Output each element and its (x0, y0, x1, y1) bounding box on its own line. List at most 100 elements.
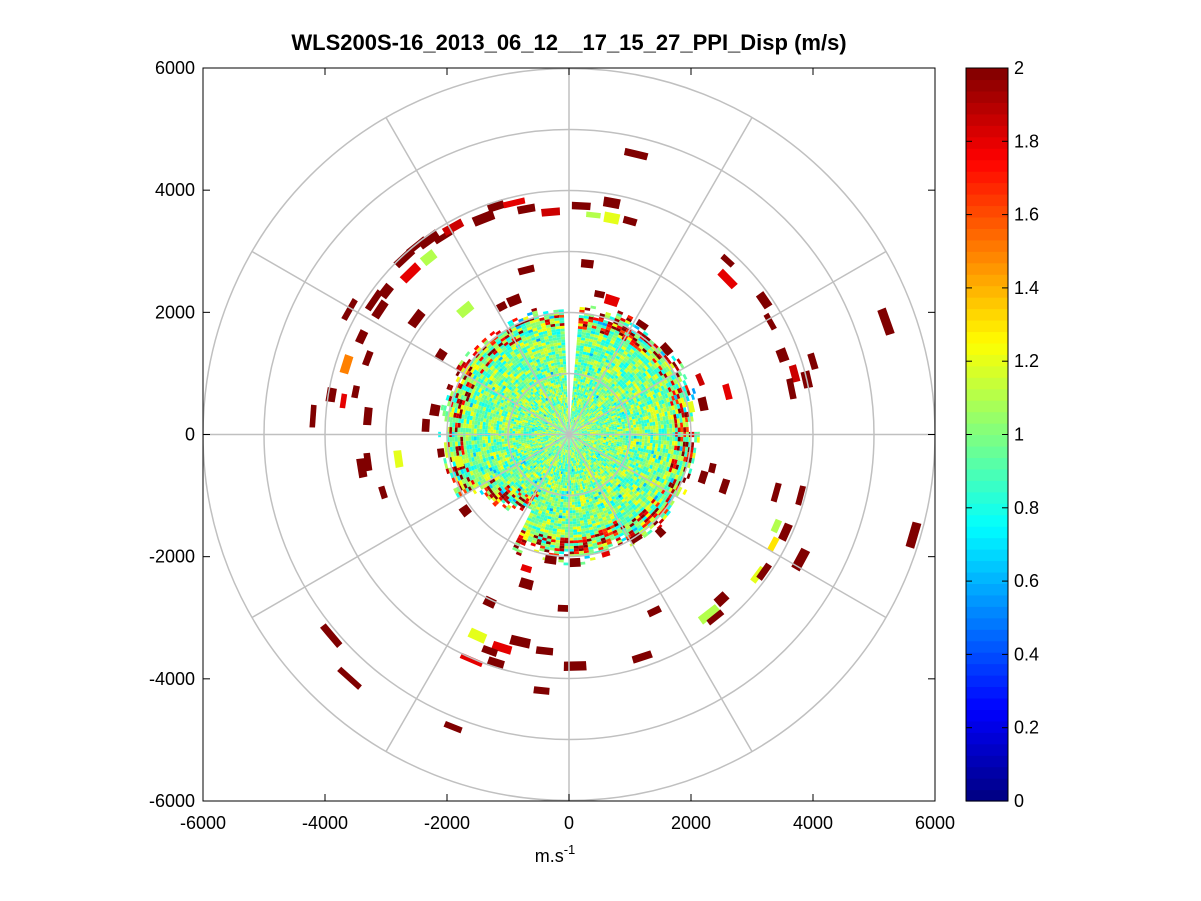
ppi-cell (498, 402, 503, 407)
ppi-cell (622, 452, 626, 456)
ppi-cell (528, 446, 532, 450)
ppi-cell (577, 503, 582, 508)
ppi-cell (639, 426, 643, 431)
ppi-cell (567, 418, 568, 422)
ppi-cell (502, 443, 506, 448)
ppi-cell (566, 427, 568, 431)
ppi-cell (538, 454, 542, 458)
ppi-cell (625, 458, 629, 463)
ppi-cell (532, 460, 536, 464)
ppi-cell (569, 438, 571, 442)
ppi-cell (581, 396, 584, 400)
ppi-cell (625, 474, 630, 479)
ppi-cell (572, 422, 575, 426)
ppi-cell (631, 376, 636, 381)
ppi-cell (597, 441, 601, 444)
ppi-cell (551, 444, 554, 447)
ppi-cell (521, 453, 526, 457)
ppi-cell (531, 447, 535, 451)
ppi-cell (613, 385, 618, 390)
ppi-cell (562, 397, 565, 401)
ppi-cell (552, 420, 556, 423)
ppi-cell (566, 438, 568, 442)
ppi-cell (538, 391, 543, 396)
ppi-cell (620, 361, 625, 367)
ppi-cell (633, 406, 638, 410)
ppi-cell (552, 368, 556, 372)
ppi-cell (597, 428, 601, 431)
ppi-cell (511, 418, 515, 422)
ppi-cell (511, 370, 516, 376)
ppi-cell (575, 424, 578, 427)
ppi-cell (563, 449, 566, 453)
ppi-cell (606, 475, 610, 480)
ppi-cell (603, 466, 608, 471)
ppi-cell (502, 479, 507, 484)
ppi-cell (560, 465, 563, 469)
ppi-cell (542, 435, 546, 438)
ppi-cell (547, 516, 552, 520)
ppi-cell (591, 398, 595, 402)
ppi-cell (573, 414, 576, 417)
ppi-cell (594, 468, 598, 472)
ppi-cell (501, 499, 506, 504)
ppi-cell (577, 447, 580, 450)
ppi-cell (598, 445, 602, 448)
ppi-cell (579, 404, 583, 408)
ppi-cell (541, 511, 546, 516)
ppi-cell (587, 432, 591, 434)
ppi-cell (644, 426, 648, 430)
ppi-cell (561, 451, 563, 455)
ppi-cell (543, 382, 548, 387)
ppi-cell (556, 441, 559, 444)
ppi-cell (554, 514, 559, 519)
ppi-cell (547, 455, 550, 459)
ppi-cell (619, 387, 624, 392)
ppi-cell (558, 383, 561, 388)
ppi-cell (545, 429, 549, 431)
ppi-cell (502, 407, 507, 411)
ppi-cell (551, 437, 554, 439)
ppi-cell (555, 407, 559, 411)
ppi-cell (552, 449, 555, 452)
ppi-cell (553, 423, 557, 426)
ppi-cell (607, 391, 612, 395)
ppi-cell (542, 466, 546, 470)
ppi-cell (581, 443, 585, 446)
ppi-cell (580, 451, 583, 455)
ppi-cell (582, 415, 585, 419)
ppi-cell (601, 360, 606, 365)
ppi-cell (573, 431, 576, 434)
ppi-cell (573, 426, 576, 429)
ppi-cell (573, 436, 576, 438)
ppi-cell (514, 416, 518, 420)
ppi-cell (643, 394, 648, 399)
ppi-cell (554, 384, 557, 389)
ppi-cell (580, 379, 584, 383)
ppi-cell (567, 438, 569, 442)
ppi-cell (590, 448, 594, 452)
ppi-cell (573, 432, 577, 434)
ppi-cell (598, 387, 603, 391)
ppi-cell (560, 386, 564, 390)
ppi-cell (587, 448, 591, 451)
ppi-cell (510, 420, 514, 424)
ppi-cell (628, 457, 633, 461)
ppi-cell (606, 436, 610, 439)
ppi-cell (557, 395, 560, 399)
ppi-cell (504, 391, 509, 396)
ppi-cell (583, 413, 587, 417)
ppi-cell (522, 387, 527, 391)
ppi-cell (613, 402, 617, 406)
ppi-cell (549, 357, 554, 361)
ppi-cell (534, 502, 539, 507)
ppi-cell (561, 435, 565, 436)
ppi-cell (552, 397, 556, 401)
ppi-cell (644, 380, 650, 385)
ppi-cell (481, 402, 485, 407)
ppi-cell (558, 495, 562, 499)
ppi-cell (588, 509, 593, 514)
ppi-cell (532, 351, 538, 356)
ppi-cell (600, 496, 605, 501)
ppi-cell (583, 516, 588, 521)
